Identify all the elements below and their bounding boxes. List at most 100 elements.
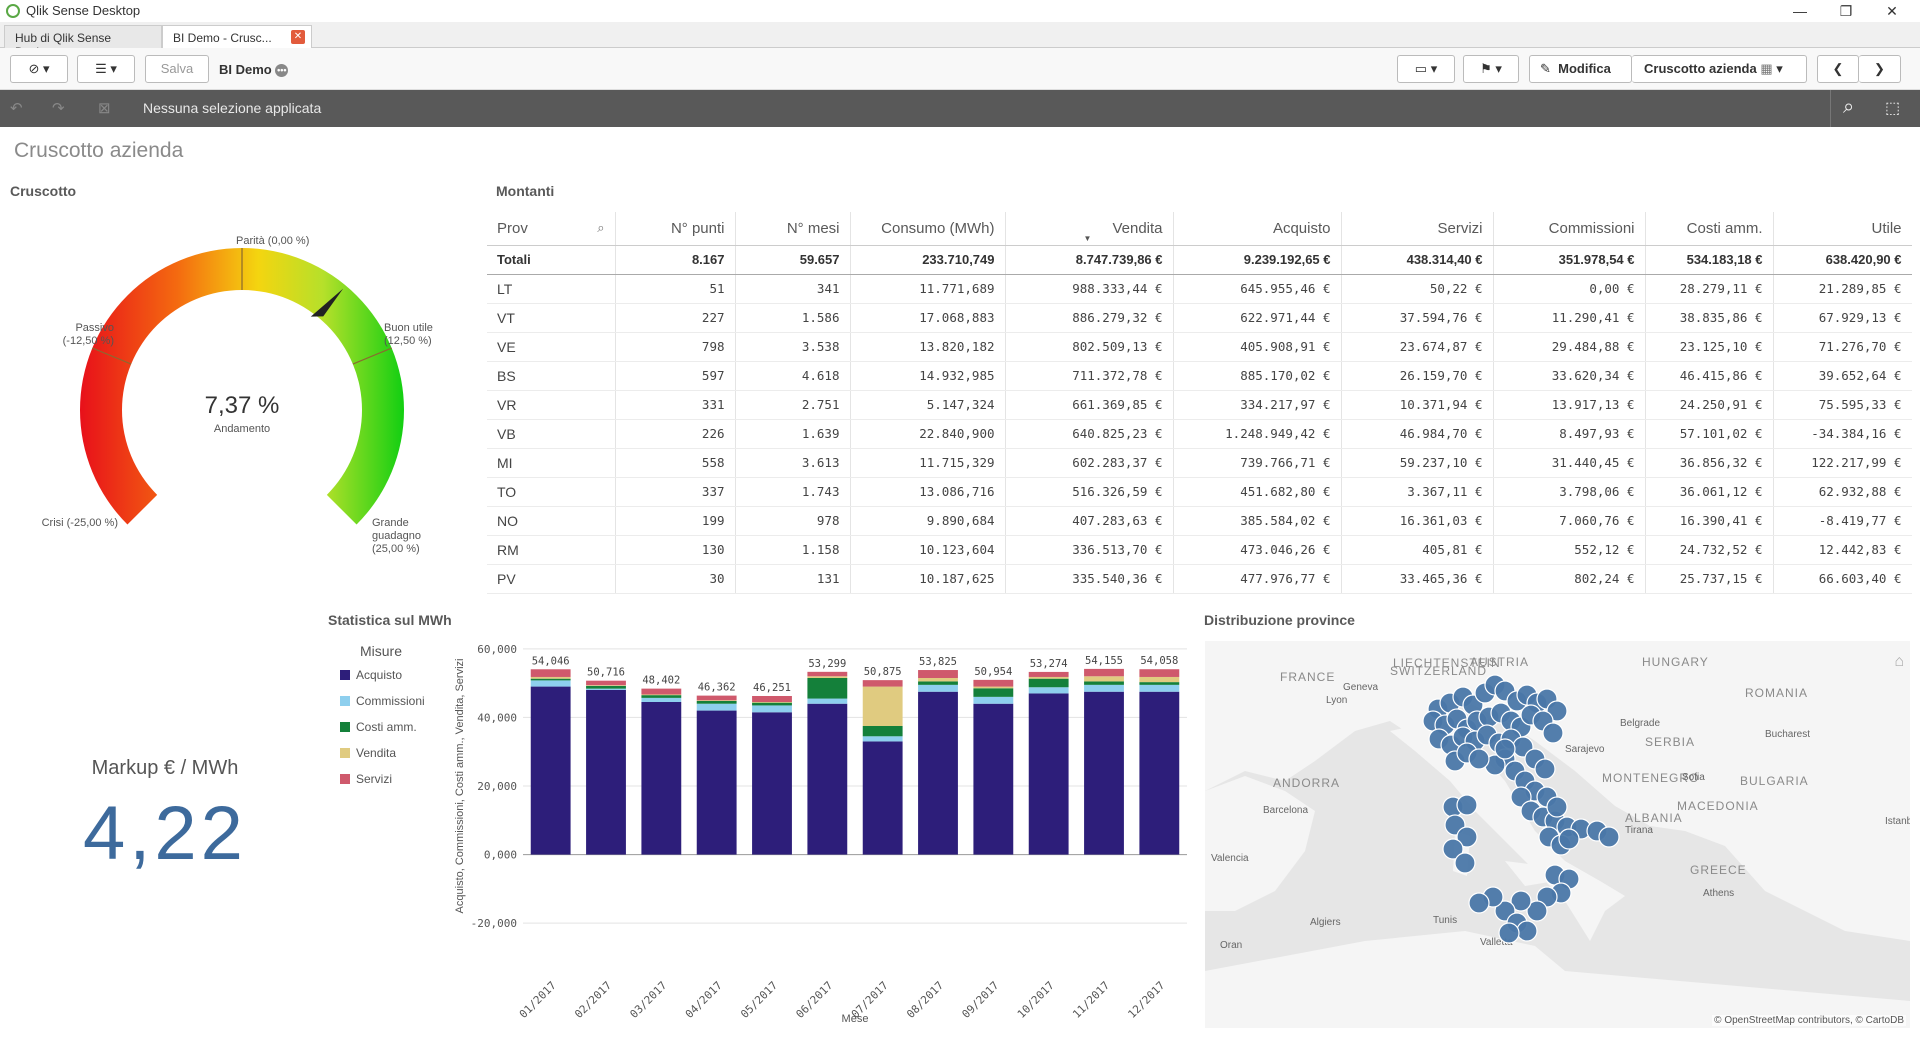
bar-segment[interactable]	[1084, 684, 1124, 692]
map-point[interactable]	[1494, 738, 1516, 760]
bar-segment[interactable]	[1084, 676, 1124, 682]
bar-segment[interactable]	[1139, 682, 1180, 685]
legend-item[interactable]: Commissioni	[340, 694, 425, 708]
bar-segment[interactable]	[641, 694, 682, 696]
map-point[interactable]	[1468, 748, 1490, 770]
table-row[interactable]: VT 227 1.586 17.068,883 886.279,32 €622.971,…	[487, 303, 1912, 333]
close-window-icon[interactable]: ✕	[1886, 3, 1898, 19]
map-point[interactable]	[1442, 838, 1464, 860]
bar-segment[interactable]	[918, 684, 958, 692]
bar-segment[interactable]	[641, 702, 682, 855]
bar-segment[interactable]	[696, 710, 737, 855]
tab-close-icon[interactable]: ✕	[291, 30, 305, 44]
bar-segment[interactable]	[1139, 669, 1180, 677]
bar-segment[interactable]	[696, 695, 737, 701]
bar-segment[interactable]	[918, 678, 958, 682]
table-row[interactable]: PV 30 131 10.187,625 335.540,36 €477.976,77 …	[487, 564, 1912, 594]
legend-item[interactable]: Acquisto	[340, 668, 402, 682]
map-point[interactable]	[1516, 920, 1538, 942]
bar-segment[interactable]	[530, 669, 571, 677]
tab-bi-demo[interactable]: BI Demo - Crusc... ✕	[162, 25, 312, 48]
column-header[interactable]: Utile	[1773, 212, 1912, 246]
info-icon[interactable]: •••	[275, 64, 289, 77]
column-header[interactable]: N° mesi	[735, 212, 851, 246]
column-header[interactable]: Acquisto	[1173, 212, 1342, 246]
clear-selections-icon[interactable]: ⊠	[98, 100, 111, 117]
bar-segment[interactable]	[862, 680, 903, 687]
save-button[interactable]: Salva	[145, 55, 209, 83]
bar-segment[interactable]	[862, 736, 903, 742]
bar-segment[interactable]	[973, 686, 1014, 689]
bar-segment[interactable]	[973, 696, 1014, 704]
map-point[interactable]	[1598, 826, 1620, 848]
bar-segment[interactable]	[752, 712, 792, 855]
map-point[interactable]	[1456, 826, 1478, 848]
bar-segment[interactable]	[530, 680, 571, 687]
bar-segment[interactable]	[696, 700, 737, 704]
bar-segment[interactable]	[1028, 678, 1069, 688]
bar-segment[interactable]	[1028, 693, 1069, 855]
bar-segment[interactable]	[973, 679, 1014, 687]
table-row[interactable]: BS 597 4.618 14.932,985 711.372,78 €885.170,…	[487, 361, 1912, 391]
bar-segment[interactable]	[586, 685, 626, 686]
bar-segment[interactable]	[641, 688, 682, 695]
search-icon[interactable]: ⌕	[1843, 96, 1855, 118]
column-header[interactable]: N° punti	[615, 212, 736, 246]
bar-segment[interactable]	[752, 702, 792, 706]
bar-segment[interactable]	[641, 697, 682, 702]
map-point[interactable]	[1468, 892, 1490, 914]
search-icon[interactable]: ⌕	[597, 219, 605, 235]
selections-tool-icon[interactable]: ⬚	[1885, 100, 1901, 117]
restore-icon[interactable]: ❐	[1839, 3, 1853, 19]
bar-segment[interactable]	[696, 700, 737, 701]
map-point[interactable]	[1534, 758, 1556, 780]
column-header[interactable]: Prov ⌕	[487, 212, 616, 246]
home-icon[interactable]: ⌂	[1894, 653, 1904, 670]
sheet-selector[interactable]: Cruscotto azienda ▦ ▾	[1632, 55, 1807, 83]
bar-segment[interactable]	[1084, 691, 1124, 855]
bar-segment[interactable]	[1028, 676, 1069, 679]
bar-segment[interactable]	[586, 688, 626, 690]
table-row[interactable]: VR 331 2.751 5.147,324 661.369,85 €334.217,9…	[487, 390, 1912, 420]
bar-segment[interactable]	[807, 698, 848, 704]
bar-segment[interactable]	[918, 691, 958, 855]
map-point[interactable]	[1456, 794, 1478, 816]
column-header[interactable]: Vendita ▼	[1005, 212, 1174, 246]
bar-segment[interactable]	[1084, 668, 1124, 677]
column-header[interactable]: Consumo (MWh)	[850, 212, 1006, 246]
bar-segment[interactable]	[752, 705, 792, 713]
map-point[interactable]	[1454, 852, 1476, 874]
table-row[interactable]: LT 51 341 11.771,689 988.333,44 €645.955,46 …	[487, 274, 1912, 304]
stacked-bar-chart[interactable]: -20,000 0,000 20,000 40,000 60,000 Acquisto, …	[430, 630, 1200, 1030]
column-header[interactable]: Costi amm.	[1645, 212, 1774, 246]
table-row[interactable]: MI 558 3.613 11.715,329 602.283,37 €739.766,…	[487, 448, 1912, 478]
column-header[interactable]: Commissioni	[1493, 212, 1646, 246]
table-row[interactable]: VE 798 3.538 13.820,182 802.509,13 €405.908,…	[487, 332, 1912, 362]
bar-segment[interactable]	[1028, 671, 1069, 677]
minimize-icon[interactable]: —	[1793, 3, 1807, 19]
map-point[interactable]	[1510, 890, 1532, 912]
column-header[interactable]: Servizi	[1341, 212, 1494, 246]
bar-segment[interactable]	[530, 686, 571, 855]
table-row[interactable]: VB 226 1.639 22.840,900 640.825,23 €1.248.94…	[487, 419, 1912, 449]
bar-segment[interactable]	[752, 702, 792, 703]
map-point[interactable]	[1558, 828, 1580, 850]
next-sheet-button[interactable]: ❯	[1859, 55, 1901, 83]
map-point[interactable]	[1526, 900, 1548, 922]
bar-segment[interactable]	[973, 703, 1014, 855]
table-row[interactable]: NO 199 978 9.890,684 407.283,63 €385.584,02 …	[487, 506, 1912, 536]
edit-button[interactable]: ✎ Modifica	[1529, 55, 1632, 83]
bar-segment[interactable]	[862, 741, 903, 855]
bar-segment[interactable]	[862, 726, 903, 737]
previous-sheet-button[interactable]: ❮	[1817, 55, 1859, 83]
bar-segment[interactable]	[696, 703, 737, 711]
bar-segment[interactable]	[530, 676, 571, 679]
present-button[interactable]: ▭ ▾	[1397, 55, 1455, 83]
gauge-chart[interactable]	[0, 205, 480, 575]
table-row[interactable]: RM 130 1.158 10.123,604 336.513,70 €473.046,…	[487, 535, 1912, 565]
bar-segment[interactable]	[807, 671, 848, 677]
app-menu-button[interactable]: ☰ ▾	[77, 55, 135, 83]
map-point[interactable]	[1542, 722, 1564, 744]
bar-segment[interactable]	[918, 681, 958, 685]
navigation-menu-button[interactable]: ⊘ ▾	[10, 55, 68, 83]
